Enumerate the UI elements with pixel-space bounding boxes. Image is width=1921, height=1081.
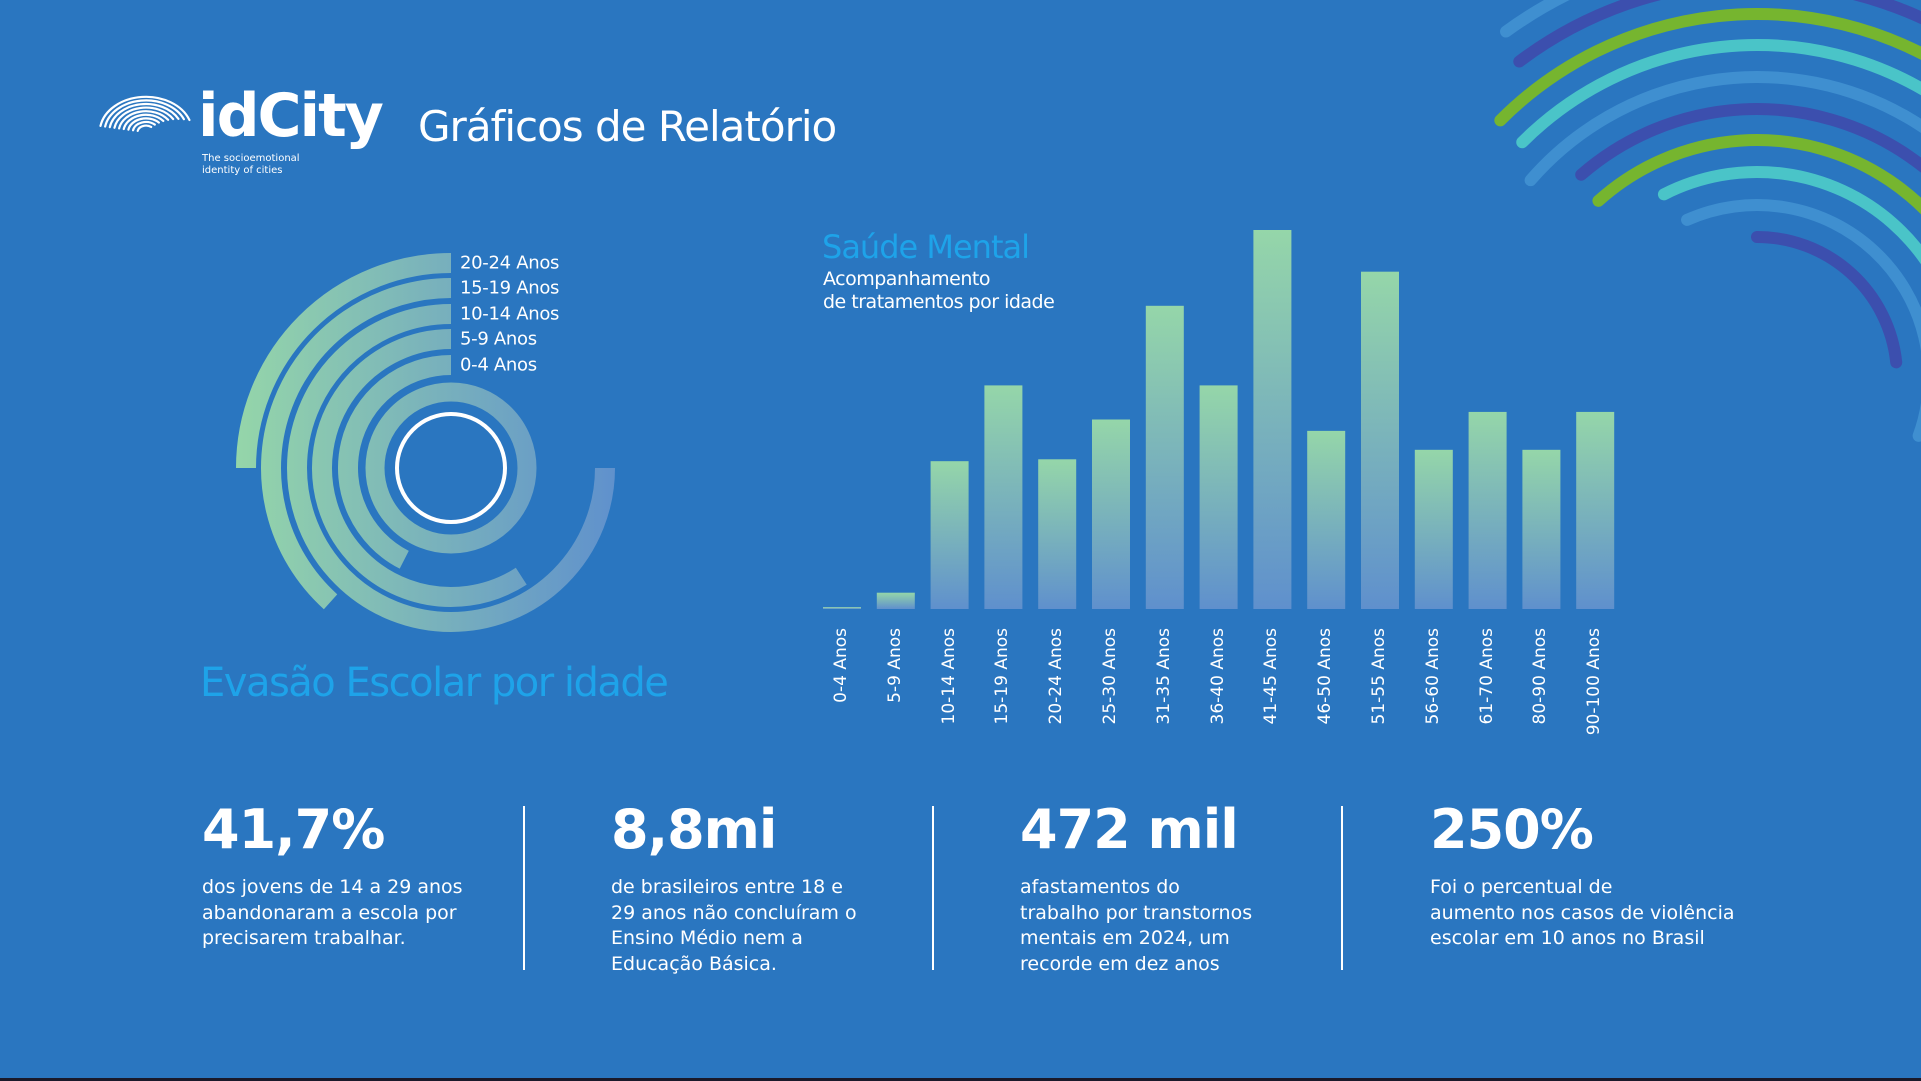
inner-ring — [365, 382, 537, 554]
tagline-line-2: identity of cities — [202, 165, 283, 176]
bar-chart-subtitle: Acompanhamento de tratamentos por idade — [823, 268, 1055, 314]
center-circle — [395, 412, 507, 524]
stat-block: 41,7% dos jovens de 14 a 29 anos abandonar… — [202, 795, 532, 952]
stat-value: 250% — [1430, 798, 1594, 861]
stat-description-line: escolar em 10 anos no Brasil — [1430, 927, 1705, 950]
x-tick-label: 61-70 Anos — [1476, 628, 1497, 725]
decorative-arc — [1575, 103, 1921, 181]
evasao-chart-title: Evasão Escolar por idade — [200, 660, 669, 706]
logo-tagline: The socioemotional identity of cities — [202, 153, 300, 177]
bar-chart-saude-mental — [823, 230, 1615, 609]
stat-description-line: abandonaram a escola por — [202, 901, 457, 924]
decorative-arc — [1657, 166, 1921, 265]
decorative-arc — [1751, 231, 1903, 369]
tagline-line-1: The socioemotional — [202, 153, 300, 164]
bar-chart-title: Saúde Mental — [822, 228, 1030, 266]
divider — [1341, 806, 1343, 970]
bar-20-24-anos — [1038, 459, 1077, 609]
stat-description: de brasileiros entre 18 e 29 anos não con… — [611, 875, 941, 978]
page-title: Gráficos de Relatório — [418, 102, 837, 151]
radial-legend-label: 5-9 Anos — [460, 328, 537, 350]
bar-10-14-anos — [930, 461, 969, 609]
radial-bar-5-9-anos — [312, 329, 527, 607]
stat-description: afastamentos do trabalho por transtornos m… — [1020, 875, 1350, 978]
x-tick-label: 25-30 Anos — [1100, 628, 1120, 725]
divider — [932, 806, 934, 970]
bar-5-9-anos — [876, 592, 915, 609]
x-tick-label: 5-9 Anos — [884, 628, 905, 703]
stat-description-line: Educação Básica. — [611, 953, 777, 976]
stat-description: dos jovens de 14 a 29 anos abandonaram a … — [202, 875, 532, 952]
x-tick-label: 41-45 Anos — [1261, 628, 1282, 725]
bar-51-55-anos — [1361, 271, 1399, 609]
bar-15-19-anos — [984, 385, 1023, 609]
radial-legend-label: 20-24 Anos — [460, 252, 560, 274]
stat-value: 8,8mi — [611, 798, 777, 861]
bottom-border — [0, 1078, 1921, 1081]
radial-bar-15-19-anos — [261, 278, 452, 610]
stat-description-line: Ensino Médio nem a — [611, 927, 803, 950]
stat-block: 8,8mi de brasileiros entre 18 e 29 anos nã… — [611, 795, 941, 978]
x-tick-label: 0-4 Anos — [831, 628, 851, 703]
bar-56-60-anos — [1414, 449, 1453, 609]
stat-description-line: 29 anos não concluíram o — [611, 901, 857, 924]
x-tick-label: 51-55 Anos — [1369, 628, 1389, 725]
bar-61-70-anos — [1468, 411, 1507, 609]
x-tick-label: 56-60 Anos — [1422, 628, 1443, 725]
bar-36-40-anos — [1199, 385, 1238, 609]
x-tick-label: 90-100 Anos — [1584, 628, 1605, 736]
x-tick-label: 15-19 Anos — [992, 628, 1013, 725]
radial-legend-label: 15-19 Anos — [460, 277, 560, 299]
divider — [523, 806, 525, 970]
stat-description-line: aumento nos casos de violência — [1430, 901, 1735, 924]
bar-31-35-anos — [1145, 305, 1184, 609]
radial-bar-0-4-anos — [338, 355, 452, 569]
decorative-arc — [1516, 39, 1921, 149]
x-tick-label: 36-40 Anos — [1207, 628, 1228, 725]
fingerprint-logo-icon — [99, 95, 191, 132]
logo-wordmark: idCity — [198, 81, 384, 151]
radial-chart-evasao — [236, 253, 615, 632]
decorative-arc — [1681, 199, 1921, 442]
stat-value: 472 mil — [1020, 798, 1239, 861]
bar-80-90-anos — [1522, 449, 1561, 609]
stat-description-line: afastamentos do — [1020, 876, 1180, 898]
bar-0-4-anos — [823, 607, 861, 609]
radial-legend-label: 0-4 Anos — [460, 354, 537, 376]
stat-description: Foi o percentual de aumento nos casos de … — [1430, 875, 1760, 952]
decorative-arc — [1524, 71, 1921, 187]
radial-bar-10-14-anos — [287, 304, 615, 632]
stat-description-line: dos jovens de 14 a 29 anos — [202, 876, 463, 898]
decorative-arc — [1494, 7, 1921, 127]
radial-legend-label: 10-14 Anos — [460, 303, 560, 325]
stat-description-line: trabalho por transtornos — [1020, 901, 1253, 924]
stat-description-line: precisarem trabalhar. — [202, 927, 406, 950]
stat-value: 41,7% — [202, 798, 385, 861]
stat-block: 250% Foi o percentual de aumento nos casos… — [1430, 795, 1760, 952]
bar-41-45-anos — [1253, 230, 1292, 609]
stat-description-line: mentais em 2024, um — [1020, 927, 1230, 950]
radial-bar-20-24-anos — [236, 253, 452, 469]
x-tick-label: 10-14 Anos — [938, 628, 959, 725]
stat-description-line: de brasileiros entre 18 e — [611, 876, 843, 898]
subtitle-line-1: Acompanhamento — [823, 268, 991, 290]
x-tick-label: 20-24 Anos — [1046, 628, 1067, 725]
x-tick-label: 31-35 Anos — [1153, 628, 1174, 725]
bar-46-50-anos — [1307, 430, 1346, 609]
stat-block: 472 mil afastamentos do trabalho por trans… — [1020, 795, 1350, 978]
bar-90-100-anos — [1576, 411, 1615, 609]
stat-description-line: recorde em dez anos — [1020, 953, 1220, 976]
x-tick-label: 80-90 Anos — [1530, 628, 1551, 725]
x-tick-label: 46-50 Anos — [1315, 628, 1336, 725]
decorative-arc — [1592, 134, 1921, 215]
bar-25-30-anos — [1092, 419, 1130, 609]
subtitle-line-2: de tratamentos por idade — [823, 291, 1055, 313]
stat-description-line: Foi o percentual de — [1430, 876, 1613, 898]
